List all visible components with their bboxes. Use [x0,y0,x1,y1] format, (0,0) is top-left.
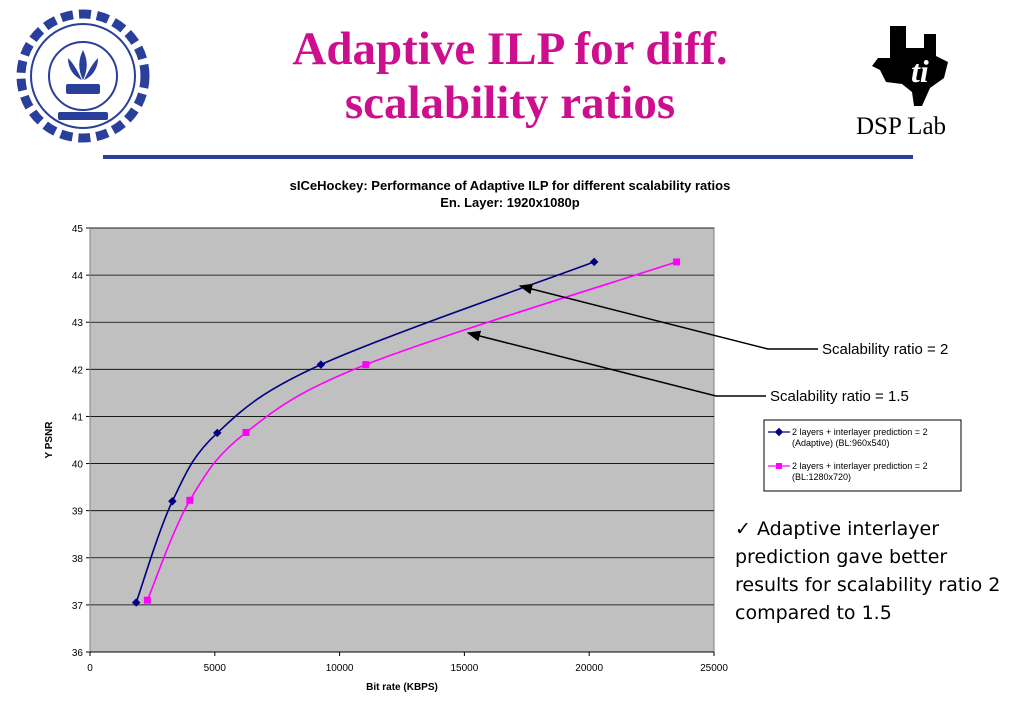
dsp-lab-label: DSP Lab [856,113,947,140]
y-tick-label: 37 [72,601,84,612]
conclusion-note: ✓ Adaptive interlayer prediction gave be… [735,515,1015,627]
y-tick-label: 42 [72,365,84,376]
iit-bombay-logo [16,9,150,143]
slide-title-line-1: Adaptive ILP for diff. [292,23,728,75]
gridlines [90,227,714,653]
annotation-ratio-1-5-arrow [466,330,766,397]
x-axis-label: Bit rate (KBPS) [366,682,438,693]
legend-box [763,419,962,492]
annotation-ratio-1-5-label: Scalability ratio = 1.5 [770,388,909,405]
y-tick-label: 38 [72,554,84,565]
slide-title-line-2: scalability ratios [344,77,676,129]
x-tick-label: 10000 [326,663,354,674]
series-0 [131,257,599,607]
data-point [168,497,177,506]
legend-entry-adaptive: 2 layers + interlayer prediction = 2 (Ad… [768,427,930,448]
data-point [242,428,250,436]
series-line-0 [135,261,595,603]
series-layer [131,257,681,607]
ti-logo: ti [872,26,948,106]
x-tick-label: 20000 [575,663,603,674]
x-tick-label: 0 [87,663,93,674]
data-point [362,361,370,369]
data-point [213,428,222,438]
x-axis: 0 5000 10000 15000 20000 25000 [87,651,728,674]
svg-text:ti: ti [911,53,929,89]
y-axis-label: Y PSNR [44,421,55,459]
conclusion-text: Adaptive interlayer prediction gave bett… [735,518,1001,624]
legend-entry-non-adaptive: 2 layers + interlayer prediction = 2 (BL… [768,461,930,482]
annotation-ratio-1-5: Scalability ratio = 1.5 [466,330,909,405]
y-axis: 36 37 38 39 40 41 42 43 44 45 [72,224,91,659]
annotation-ratio-2: Scalability ratio = 2 [518,283,948,358]
data-point [143,596,151,604]
data-point [186,496,194,504]
data-point [589,257,599,267]
series-line-1 [146,261,677,601]
x-tick-label: 15000 [450,663,478,674]
data-point [316,360,326,369]
y-tick-label: 44 [72,271,84,282]
annotation-ratio-2-label: Scalability ratio = 2 [822,341,948,358]
plot-area [89,227,715,653]
y-tick-label: 45 [72,224,84,235]
chart-title: sICeHockey: Performance of Adaptive ILP … [290,178,731,193]
x-tick-label: 5000 [204,663,227,674]
y-tick-label: 41 [72,412,84,423]
annotation-ratio-2-arrow [518,283,818,350]
y-tick-label: 40 [72,460,84,471]
legend-label-non-adaptive: 2 layers + interlayer prediction = 2 (BL… [792,461,930,482]
x-tick-label: 25000 [700,663,728,674]
y-tick-label: 43 [72,318,84,329]
legend: 2 layers + interlayer prediction = 2 (Ad… [763,419,962,492]
y-tick-label: 36 [72,648,84,659]
chart-subtitle: En. Layer: 1920x1080p [440,195,580,210]
data-point [673,258,681,266]
y-tick-label: 39 [72,507,84,518]
slide-title: Adaptive ILP for diff. scalability ratio… [180,22,840,130]
check-icon: ✓ [735,518,751,540]
title-divider [103,155,913,159]
series-1 [143,258,681,604]
legend-label-adaptive: 2 layers + interlayer prediction = 2 (Ad… [792,427,930,448]
